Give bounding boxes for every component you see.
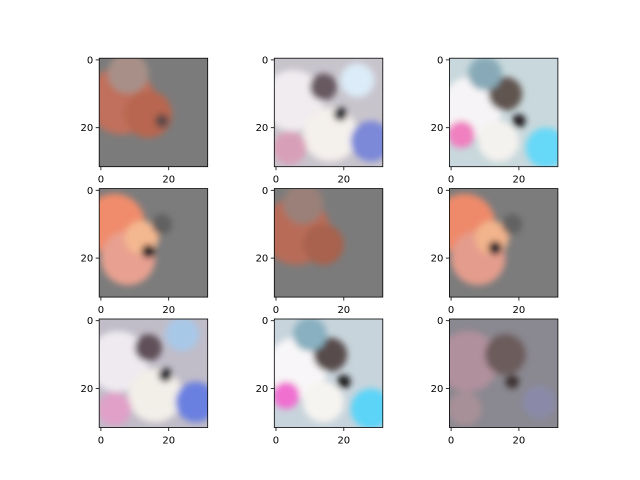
sample-image-r3c2 — [266, 317, 391, 429]
y-tick-label: 20 — [256, 123, 269, 134]
image-patch — [155, 114, 169, 128]
y-tick-label: 0 — [87, 316, 93, 327]
image-patch — [165, 317, 199, 351]
image-patch — [98, 392, 132, 426]
subplot-r2c1: 0 20 0 20 — [80, 186, 207, 316]
y-tick-label: 20 — [80, 123, 93, 134]
sample-image-r1c1 — [87, 53, 207, 167]
image-patch — [310, 73, 337, 100]
image-patch — [108, 53, 149, 94]
image-patch — [468, 57, 502, 91]
image-patch — [125, 90, 172, 137]
y-tick-label: 0 — [262, 186, 268, 197]
x-tick-label: 0 — [273, 305, 279, 316]
x-tick-label: 20 — [337, 305, 350, 316]
sample-image-r2c1 — [84, 189, 208, 298]
image-patch — [334, 107, 348, 121]
x-tick-label: 0 — [273, 436, 279, 447]
image-patch — [175, 382, 216, 423]
image-patch — [273, 131, 307, 165]
x-tick-label: 20 — [162, 175, 175, 186]
image-patch — [351, 121, 392, 162]
subplot-r2c3: 0 20 0 20 — [431, 186, 558, 316]
image-patch — [522, 385, 556, 419]
sample-image-r3c3 — [438, 319, 558, 428]
subplot-r1c2: 0 20 0 20 — [256, 55, 392, 185]
x-tick-label: 20 — [337, 175, 350, 186]
y-tick-label: 0 — [87, 55, 93, 66]
x-tick-label: 0 — [273, 175, 279, 186]
image-patch — [448, 121, 475, 148]
subplot-r3c2: 0 20 0 20 — [256, 316, 392, 446]
subplot-r1c3: 0 20 0 20 — [431, 55, 567, 185]
subplot-r3c3: 0 20 0 20 — [431, 316, 558, 446]
y-tick-label: 20 — [431, 384, 444, 395]
sample-image-r3c1 — [87, 317, 216, 427]
x-tick-label: 0 — [448, 175, 454, 186]
y-tick-label: 0 — [87, 186, 93, 197]
y-tick-label: 20 — [256, 254, 269, 265]
y-tick-label: 0 — [262, 55, 268, 66]
image-patch — [526, 128, 567, 169]
x-tick-label: 20 — [162, 305, 175, 316]
y-tick-label: 0 — [437, 55, 443, 66]
image-patch — [337, 375, 351, 389]
y-tick-label: 0 — [437, 316, 443, 327]
sample-image-r2c2 — [262, 184, 382, 298]
image-patch — [152, 214, 172, 234]
image-patch — [505, 375, 519, 389]
x-tick-label: 20 — [337, 436, 350, 447]
image-patch — [293, 317, 327, 351]
x-tick-label: 20 — [513, 175, 526, 186]
image-patch — [303, 382, 344, 423]
image-patch — [142, 245, 156, 259]
x-tick-label: 20 — [162, 436, 175, 447]
x-tick-label: 0 — [98, 436, 104, 447]
y-tick-label: 20 — [80, 384, 93, 395]
y-tick-label: 0 — [262, 316, 268, 327]
x-tick-label: 20 — [513, 436, 526, 447]
image-patch — [303, 107, 357, 161]
image-patch — [512, 114, 526, 128]
image-patch — [448, 392, 482, 426]
sample-image-r1c3 — [441, 57, 566, 169]
y-tick-label: 20 — [80, 254, 93, 265]
image-patch — [351, 389, 392, 430]
image-patch — [128, 368, 182, 422]
image-patch — [502, 214, 522, 234]
x-tick-label: 20 — [513, 305, 526, 316]
image-patch — [478, 121, 519, 162]
subplot-r2c2: 0 20 0 20 — [256, 184, 383, 317]
sample-image-r2c3 — [434, 189, 558, 298]
y-tick-label: 0 — [437, 186, 443, 197]
subplot-r3c1: 0 20 0 20 — [80, 316, 216, 446]
sample-image-r1c2 — [262, 58, 391, 167]
y-tick-label: 20 — [431, 254, 444, 265]
image-patch — [340, 63, 374, 97]
y-tick-label: 20 — [256, 384, 269, 395]
x-tick-label: 0 — [448, 305, 454, 316]
image-patch — [283, 184, 324, 225]
subplot-r1c1: 0 20 0 20 — [80, 53, 207, 186]
y-tick-label: 20 — [431, 123, 444, 134]
image-patch — [135, 334, 162, 361]
image-patch — [485, 334, 526, 375]
image-patch — [488, 241, 502, 255]
x-tick-label: 0 — [98, 305, 104, 316]
x-tick-label: 0 — [98, 175, 104, 186]
x-tick-label: 0 — [448, 436, 454, 447]
image-patch — [159, 368, 173, 382]
image-patch — [303, 224, 344, 265]
image-patch — [273, 382, 300, 409]
